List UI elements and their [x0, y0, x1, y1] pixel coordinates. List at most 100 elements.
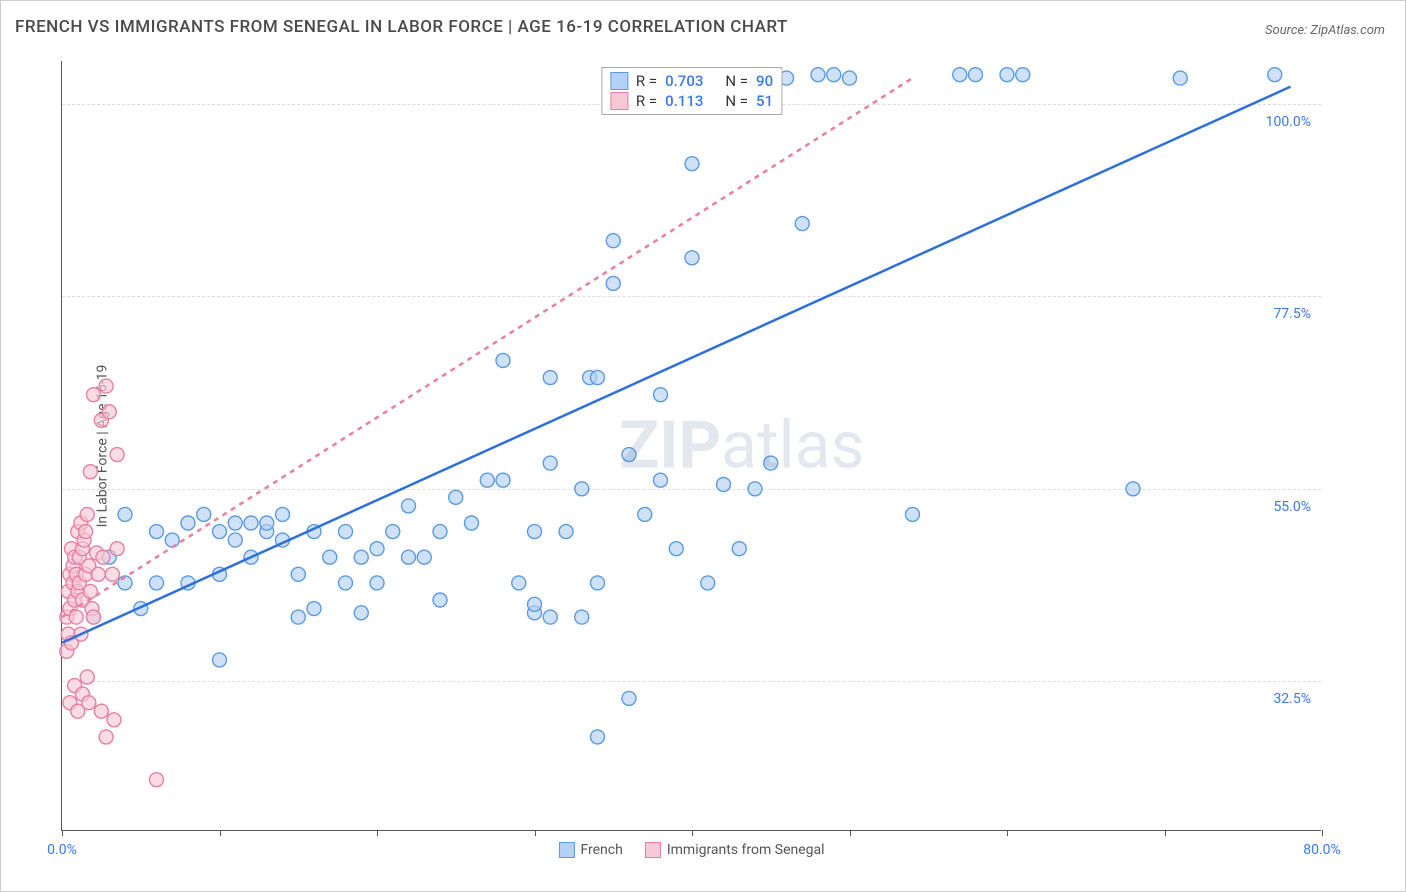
scatter-point [685, 157, 699, 171]
chart-container: FRENCH VS IMMIGRANTS FROM SENEGAL IN LAB… [0, 0, 1406, 892]
scatter-point [370, 576, 384, 590]
x-tick-mark [1007, 830, 1008, 836]
scatter-point [87, 610, 101, 624]
legend-swatch [645, 842, 661, 858]
source-label: Source: ZipAtlas.com [1265, 23, 1385, 38]
scatter-point [795, 217, 809, 231]
scatter-point [543, 610, 557, 624]
legend-stats-row: R = 0.703 N = 90 [610, 71, 773, 91]
scatter-point [1016, 68, 1030, 82]
x-tick-mark [535, 830, 536, 836]
scatter-point [512, 576, 526, 590]
scatter-point [906, 507, 920, 521]
scatter-point [732, 542, 746, 556]
scatter-point [543, 371, 557, 385]
scatter-point [323, 550, 337, 564]
legend-swatch [558, 842, 574, 858]
scatter-point [402, 499, 416, 513]
scatter-point [606, 276, 620, 290]
legend-n-value: 90 [756, 72, 773, 90]
trend-line [62, 78, 913, 617]
scatter-point [96, 550, 110, 564]
x-tick-mark [220, 830, 221, 836]
legend-series-item: French [558, 842, 622, 858]
scatter-point [622, 448, 636, 462]
scatter-point [528, 597, 542, 611]
x-tick-mark [1165, 830, 1166, 836]
x-tick-mark [1322, 830, 1323, 836]
scatter-point [110, 542, 124, 556]
scatter-point [764, 456, 778, 470]
scatter-point [80, 670, 94, 684]
scatter-point [150, 525, 164, 539]
scatter-point [417, 550, 431, 564]
scatter-point [99, 379, 113, 393]
scatter-point [701, 576, 715, 590]
scatter-point [591, 576, 605, 590]
scatter-point [339, 576, 353, 590]
x-tick-label: 0.0% [47, 842, 77, 858]
scatter-point [591, 371, 605, 385]
scatter-point [528, 525, 542, 539]
scatter-point [150, 576, 164, 590]
scatter-point [496, 353, 510, 367]
legend-r-value: 0.703 [665, 72, 703, 90]
legend-swatch [610, 72, 628, 90]
scatter-point [102, 405, 116, 419]
legend-series-label: Immigrants from Senegal [667, 842, 825, 858]
legend-r-label: R = [636, 72, 657, 90]
scatter-point [228, 516, 242, 530]
scatter-point [370, 542, 384, 556]
scatter-point [575, 610, 589, 624]
scatter-point [449, 490, 463, 504]
scatter-point [244, 516, 258, 530]
scatter-point [402, 550, 416, 564]
plot-area: 32.5%55.0%77.5%100.0% ZIPatlas R =0.703N… [61, 61, 1321, 831]
scatter-point [575, 482, 589, 496]
chart-title: FRENCH VS IMMIGRANTS FROM SENEGAL IN LAB… [15, 17, 788, 37]
scatter-point [480, 473, 494, 487]
scatter-svg [62, 61, 1321, 830]
scatter-point [685, 251, 699, 265]
scatter-point [465, 516, 479, 530]
scatter-point [197, 507, 211, 521]
scatter-point [94, 704, 108, 718]
scatter-point [386, 525, 400, 539]
scatter-point [260, 516, 274, 530]
scatter-point [496, 473, 510, 487]
scatter-point [276, 507, 290, 521]
x-tick-label: 80.0% [1303, 842, 1341, 858]
scatter-point [105, 567, 119, 581]
scatter-point [339, 525, 353, 539]
scatter-point [953, 68, 967, 82]
scatter-point [433, 593, 447, 607]
scatter-point [291, 610, 305, 624]
scatter-point [107, 713, 121, 727]
legend-n-value: 51 [756, 92, 773, 110]
scatter-point [622, 691, 636, 705]
scatter-point [228, 533, 242, 547]
scatter-point [811, 68, 825, 82]
scatter-point [165, 533, 179, 547]
legend-series-label: French [580, 842, 622, 858]
legend-series-item: Immigrants from Senegal [645, 842, 825, 858]
scatter-point [150, 773, 164, 787]
scatter-point [1173, 71, 1187, 85]
x-tick-mark [692, 830, 693, 836]
scatter-point [118, 507, 132, 521]
scatter-point [82, 696, 96, 710]
scatter-point [1126, 482, 1140, 496]
scatter-point [433, 525, 447, 539]
scatter-point [1000, 68, 1014, 82]
x-tick-mark [377, 830, 378, 836]
legend-n-label: N = [725, 72, 748, 90]
legend-r-label: R = [636, 92, 657, 110]
scatter-point [669, 542, 683, 556]
scatter-point [79, 525, 93, 539]
scatter-point [654, 473, 668, 487]
scatter-point [83, 584, 97, 598]
scatter-point [717, 478, 731, 492]
scatter-point [91, 567, 105, 581]
scatter-point [591, 730, 605, 744]
scatter-point [638, 507, 652, 521]
